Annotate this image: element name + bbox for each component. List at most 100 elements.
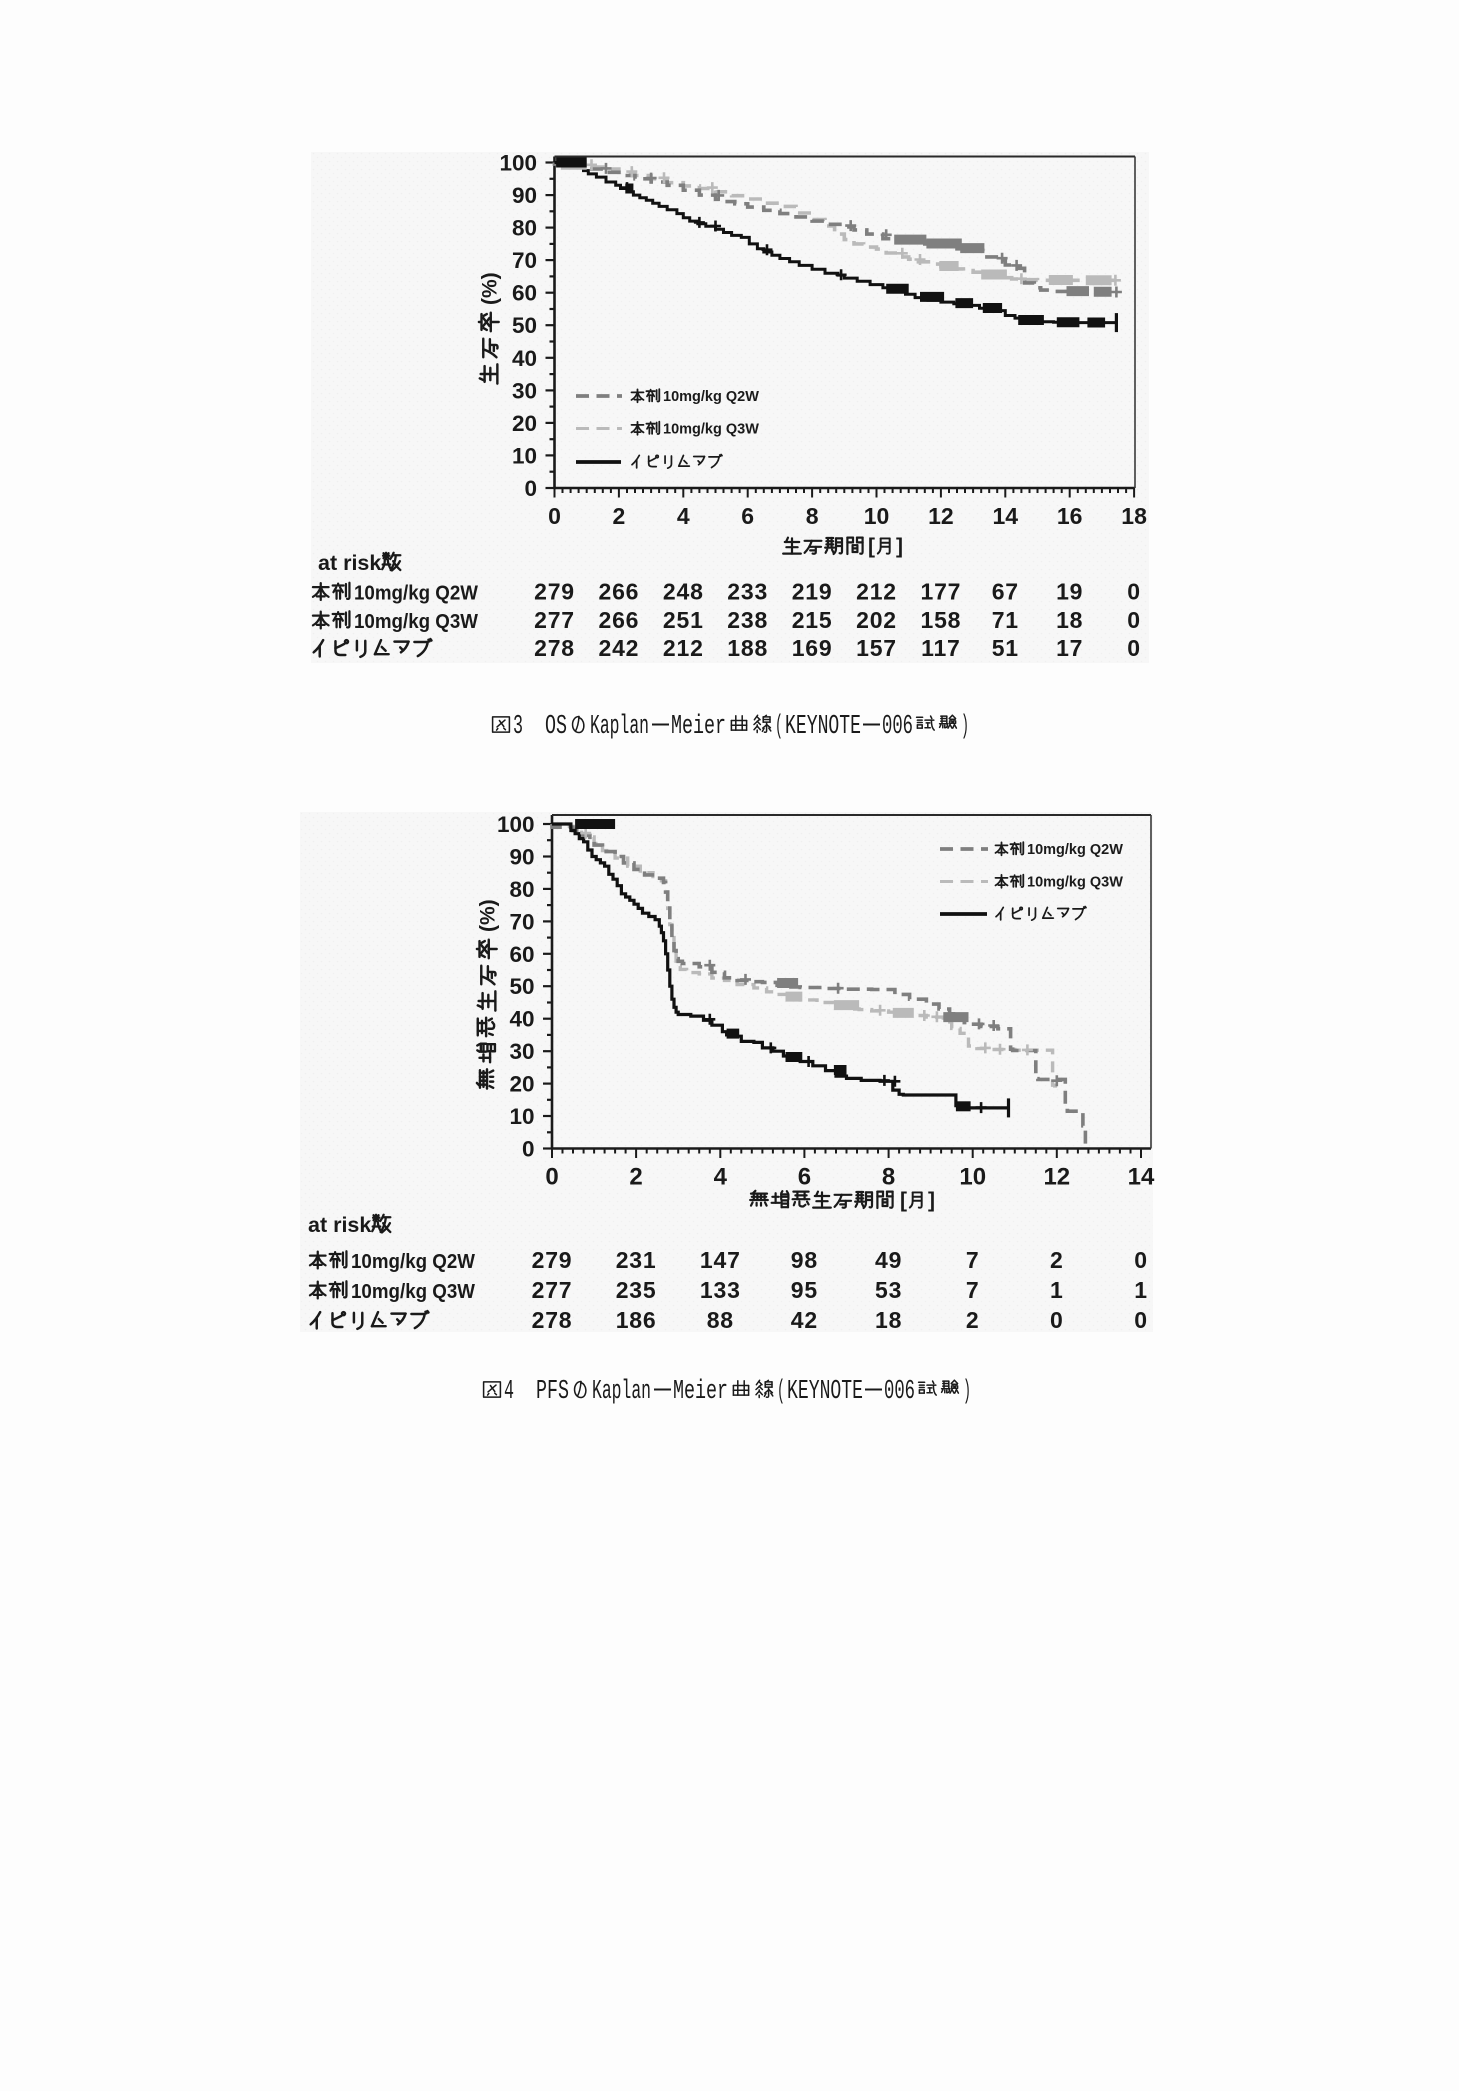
svg-text:10mg/kg Q2W: 10mg/kg Q2W bbox=[354, 583, 478, 605]
svg-text:158: 158 bbox=[921, 607, 962, 633]
svg-text:266: 266 bbox=[599, 607, 640, 633]
svg-text:188: 188 bbox=[727, 635, 768, 661]
svg-text:30: 30 bbox=[509, 1039, 534, 1064]
svg-text:100: 100 bbox=[499, 151, 537, 176]
svg-text:277: 277 bbox=[532, 1277, 573, 1303]
svg-text:147: 147 bbox=[700, 1247, 741, 1273]
svg-text:]: ] bbox=[896, 535, 903, 558]
svg-text:10mg/kg Q3W: 10mg/kg Q3W bbox=[354, 611, 478, 633]
svg-text:0: 0 bbox=[522, 1137, 535, 1162]
svg-text:10: 10 bbox=[512, 443, 537, 468]
svg-text:10mg/kg Q3W: 10mg/kg Q3W bbox=[1027, 875, 1123, 891]
svg-text:279: 279 bbox=[532, 1247, 573, 1273]
svg-text:40: 40 bbox=[509, 1007, 534, 1032]
svg-text:169: 169 bbox=[792, 635, 833, 661]
svg-text:14: 14 bbox=[1128, 1164, 1155, 1191]
svg-text:[: [ bbox=[900, 1189, 907, 1212]
svg-text:PFS: PFS bbox=[536, 1377, 569, 1407]
svg-text:8: 8 bbox=[806, 503, 819, 529]
svg-text:(%): (%) bbox=[479, 272, 502, 305]
svg-text:88: 88 bbox=[707, 1307, 734, 1333]
svg-text:[: [ bbox=[868, 535, 875, 558]
svg-text:10: 10 bbox=[959, 1164, 986, 1191]
svg-text:202: 202 bbox=[856, 607, 897, 633]
svg-text:Kaplan: Kaplan bbox=[590, 712, 649, 742]
svg-text:006: 006 bbox=[884, 1377, 915, 1407]
svg-text:212: 212 bbox=[856, 579, 897, 605]
svg-text:18: 18 bbox=[875, 1307, 902, 1333]
svg-text:10mg/kg Q2W: 10mg/kg Q2W bbox=[1027, 842, 1123, 858]
svg-text:0: 0 bbox=[1127, 607, 1141, 633]
svg-text:70: 70 bbox=[509, 909, 534, 934]
svg-text:0: 0 bbox=[548, 503, 561, 529]
svg-text:0: 0 bbox=[545, 1164, 558, 1191]
svg-text:KEYNOTE: KEYNOTE bbox=[787, 1377, 863, 1407]
svg-text:212: 212 bbox=[663, 635, 704, 661]
svg-text:60: 60 bbox=[512, 281, 537, 306]
svg-text:at risk: at risk bbox=[308, 1213, 371, 1237]
svg-text:0: 0 bbox=[1127, 635, 1141, 661]
svg-text:20: 20 bbox=[512, 411, 537, 436]
svg-text:10mg/kg Q3W: 10mg/kg Q3W bbox=[351, 1281, 475, 1303]
svg-text:10mg/kg Q3W: 10mg/kg Q3W bbox=[663, 422, 759, 438]
svg-text:2: 2 bbox=[629, 1164, 642, 1191]
svg-text:278: 278 bbox=[534, 635, 575, 661]
svg-text:6: 6 bbox=[741, 503, 754, 529]
svg-text:16: 16 bbox=[1057, 503, 1083, 529]
svg-text:4: 4 bbox=[504, 1377, 514, 1407]
svg-text:18: 18 bbox=[1121, 503, 1147, 529]
svg-text:12: 12 bbox=[1043, 1164, 1070, 1191]
svg-text:2: 2 bbox=[613, 503, 626, 529]
svg-text:186: 186 bbox=[616, 1307, 657, 1333]
svg-text:7: 7 bbox=[966, 1277, 980, 1303]
svg-text:277: 277 bbox=[534, 607, 575, 633]
svg-text:10mg/kg Q2W: 10mg/kg Q2W bbox=[663, 389, 759, 405]
svg-text:71: 71 bbox=[992, 607, 1019, 633]
svg-text:18: 18 bbox=[1056, 607, 1083, 633]
svg-text:(%): (%) bbox=[477, 899, 500, 932]
svg-text:278: 278 bbox=[532, 1307, 573, 1333]
svg-text:10: 10 bbox=[864, 503, 890, 529]
svg-text:14: 14 bbox=[993, 503, 1019, 529]
svg-text:90: 90 bbox=[512, 183, 537, 208]
svg-text:(: ( bbox=[775, 712, 783, 742]
svg-text:KEYNOTE: KEYNOTE bbox=[785, 712, 861, 742]
svg-text:4: 4 bbox=[714, 1164, 728, 1191]
svg-text:0: 0 bbox=[1134, 1247, 1148, 1273]
svg-text:40: 40 bbox=[512, 346, 537, 371]
svg-text:Meier: Meier bbox=[673, 1377, 728, 1407]
svg-text:231: 231 bbox=[616, 1247, 657, 1273]
svg-text:67: 67 bbox=[992, 579, 1019, 605]
svg-text:20: 20 bbox=[509, 1072, 534, 1097]
svg-text:at risk: at risk bbox=[318, 551, 381, 575]
svg-text:1: 1 bbox=[1134, 1277, 1148, 1303]
svg-text:248: 248 bbox=[663, 579, 704, 605]
svg-text:): ) bbox=[963, 1377, 971, 1407]
svg-text:30: 30 bbox=[512, 378, 537, 403]
svg-text:Meier: Meier bbox=[671, 712, 726, 742]
svg-text:100: 100 bbox=[497, 812, 535, 837]
svg-text:133: 133 bbox=[700, 1277, 741, 1303]
svg-text:): ) bbox=[961, 712, 969, 742]
svg-text:233: 233 bbox=[727, 579, 768, 605]
svg-text:219: 219 bbox=[792, 579, 833, 605]
svg-text:(: ( bbox=[777, 1377, 785, 1407]
svg-text:157: 157 bbox=[856, 635, 897, 661]
svg-text:12: 12 bbox=[928, 503, 954, 529]
svg-text:0: 0 bbox=[1134, 1307, 1148, 1333]
svg-text:2: 2 bbox=[1050, 1247, 1064, 1273]
svg-text:49: 49 bbox=[875, 1247, 902, 1273]
svg-text:266: 266 bbox=[599, 579, 640, 605]
svg-text:177: 177 bbox=[921, 579, 962, 605]
svg-text:3: 3 bbox=[513, 712, 523, 742]
svg-text:6: 6 bbox=[798, 1164, 811, 1191]
svg-text:8: 8 bbox=[882, 1164, 895, 1191]
svg-text:0: 0 bbox=[1050, 1307, 1064, 1333]
svg-text:95: 95 bbox=[791, 1277, 818, 1303]
svg-text:10mg/kg Q2W: 10mg/kg Q2W bbox=[351, 1251, 475, 1273]
svg-text:17: 17 bbox=[1056, 635, 1083, 661]
svg-text:0: 0 bbox=[1127, 579, 1141, 605]
svg-text:215: 215 bbox=[792, 607, 833, 633]
svg-text:279: 279 bbox=[534, 579, 575, 605]
svg-text:80: 80 bbox=[509, 877, 534, 902]
